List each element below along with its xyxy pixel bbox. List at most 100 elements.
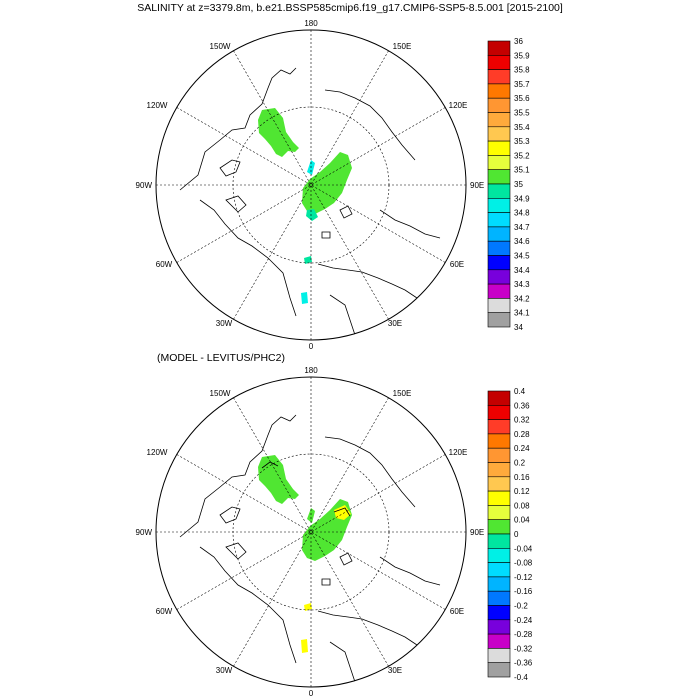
lon-label-90e-bottom: 90E xyxy=(470,528,484,537)
salinity-colorbar-label: 34.2 xyxy=(514,294,530,303)
lon-label-180-bottom: 180 xyxy=(304,366,318,375)
salinity-colorbar-label: 34.9 xyxy=(514,194,530,203)
salinity-colorbar-label: 35.8 xyxy=(514,66,530,75)
lon-label-30w: 30W xyxy=(216,319,233,328)
difference-colorbar-label: -0.16 xyxy=(514,587,533,596)
coastlines-bottom xyxy=(179,414,441,683)
lon-label-150w: 150W xyxy=(210,42,231,51)
salinity-colorbar-label: 35.1 xyxy=(514,166,530,175)
difference-colorbar-label: 0.32 xyxy=(514,416,530,425)
difference-colorbar-swatch xyxy=(487,619,511,635)
difference-colorbar-label: 0.04 xyxy=(514,516,530,525)
difference-colorbar-swatch xyxy=(487,562,511,578)
salinity-colorbar-label: 35.6 xyxy=(514,94,530,103)
lon-label-120w: 120W xyxy=(147,101,168,110)
difference-colorbar-swatch xyxy=(487,433,511,449)
difference-colorbar-label: -0.12 xyxy=(514,573,533,582)
difference-colorbar-swatch xyxy=(487,490,511,506)
difference-colorbar-label: -0.28 xyxy=(514,630,533,639)
difference-colorbar-label: 0 xyxy=(514,530,519,539)
lon-label-180: 180 xyxy=(304,19,318,28)
salinity-colorbar-swatch xyxy=(487,169,511,185)
salinity-colorbar-label: 35.4 xyxy=(514,123,530,132)
difference-colorbar-swatch xyxy=(487,505,511,520)
difference-colorbar-swatch xyxy=(487,605,511,621)
lon-label-150e: 150E xyxy=(393,42,412,51)
difference-colorbar-swatch xyxy=(487,404,511,420)
lon-label-0: 0 xyxy=(309,342,314,351)
diff-patch-yellow-atlantic xyxy=(301,639,308,653)
graticule xyxy=(156,30,466,340)
difference-colorbar-swatch xyxy=(487,390,511,406)
difference-colorbar-swatch xyxy=(487,633,511,649)
difference-colorbar-label: 0.24 xyxy=(514,444,530,453)
difference-colorbar-label: 0.4 xyxy=(514,387,526,396)
difference-colorbar-label: -0.32 xyxy=(514,644,533,653)
difference-colorbar-label: -0.2 xyxy=(514,602,528,611)
lon-label-150w-bottom: 150W xyxy=(210,389,231,398)
difference-colorbar-swatch xyxy=(487,648,511,664)
difference-colorbar-swatch xyxy=(487,533,511,549)
salinity-colorbar-swatch xyxy=(487,183,511,199)
lon-label-90w: 90W xyxy=(136,181,153,190)
lon-label-60w: 60W xyxy=(156,260,173,269)
difference-colorbar-label: 0.36 xyxy=(514,401,530,410)
salinity-colorbar-label: 34.4 xyxy=(514,266,530,275)
salinity-colorbar-swatch xyxy=(487,240,511,256)
diff-patch-small-green xyxy=(307,508,315,523)
lon-label-90w-bottom: 90W xyxy=(136,528,153,537)
salinity-colorbar-swatch xyxy=(487,97,511,113)
colorbar-difference: 0.4 0.36 0.32 0.28 0.24 0.2 0.16 0.12 0.08 0.04 0 -… xyxy=(487,387,533,682)
difference-colorbar-label: 0.16 xyxy=(514,473,530,482)
salinity-colorbar-label: 36 xyxy=(514,37,523,46)
salinity-colorbar-swatch xyxy=(487,269,511,285)
difference-colorbar-label: -0.04 xyxy=(514,544,533,553)
salinity-colorbar-swatch xyxy=(487,83,511,99)
salinity-colorbar-label: 35.9 xyxy=(514,51,530,60)
salinity-colorbar-label: 34.7 xyxy=(514,223,530,232)
difference-plot-title: (MODEL - LEVITUS/PHC2) xyxy=(157,352,285,364)
difference-colorbar-swatch xyxy=(487,447,511,463)
salinity-colorbar-label: 34.3 xyxy=(514,280,530,289)
salinity-colorbar-swatch xyxy=(487,212,511,228)
salinity-colorbar-swatch xyxy=(487,69,511,85)
lon-label-30w-bottom: 30W xyxy=(216,666,233,675)
salinity-colorbar-swatch xyxy=(487,298,511,313)
diff-patch-yellow-nordic xyxy=(304,603,312,611)
lon-label-0-bottom: 0 xyxy=(309,689,314,698)
difference-colorbar-swatch xyxy=(487,576,511,592)
salinity-colorbar-label: 35 xyxy=(514,180,523,189)
salinity-colorbar-swatch xyxy=(487,283,511,299)
bottom-polar-map: 180 150W 150E 120W 120E 90W 90E 60W 60E … xyxy=(136,366,485,698)
salinity-patch-cyan-strait xyxy=(306,209,318,221)
difference-colorbar-label: 0.28 xyxy=(514,430,530,439)
salinity-colorbar-swatch xyxy=(487,255,511,271)
difference-colorbar-label: 0.2 xyxy=(514,459,526,468)
difference-colorbar-swatch xyxy=(487,419,511,435)
salinity-colorbar-swatch xyxy=(487,54,511,70)
difference-colorbar-label: -0.08 xyxy=(514,559,533,568)
difference-colorbar-label: -0.36 xyxy=(514,659,533,668)
salinity-colorbar-label: 34.1 xyxy=(514,309,530,318)
top-polar-map: 180 150W 150E 120W 120E 90W 90E 60W 60E … xyxy=(136,19,485,351)
salinity-colorbar-swatch xyxy=(487,312,511,328)
salinity-colorbar-swatch xyxy=(487,226,511,242)
difference-colorbar-swatch xyxy=(487,590,511,606)
lon-label-90e: 90E xyxy=(470,181,484,190)
coastlines xyxy=(179,67,441,336)
graticule-bottom xyxy=(156,377,466,687)
lon-label-60w-bottom: 60W xyxy=(156,607,173,616)
salinity-patch-canada-basin xyxy=(258,108,299,157)
salinity-colorbar-label: 34.6 xyxy=(514,237,530,246)
salinity-colorbar-label: 34.5 xyxy=(514,252,530,261)
lon-label-150e-bottom: 150E xyxy=(393,389,412,398)
difference-colorbar-swatch xyxy=(487,476,511,492)
salinity-colorbar-label: 35.3 xyxy=(514,137,530,146)
difference-colorbar-label: -0.24 xyxy=(514,616,533,625)
difference-colorbar-swatch xyxy=(487,547,511,563)
lon-label-60e-bottom: 60E xyxy=(450,607,464,616)
salinity-colorbar-swatch xyxy=(487,126,511,142)
difference-colorbar-label: 0.08 xyxy=(514,501,530,510)
salinity-colorbar-label: 35.7 xyxy=(514,80,530,89)
difference-colorbar-swatch xyxy=(487,662,511,678)
